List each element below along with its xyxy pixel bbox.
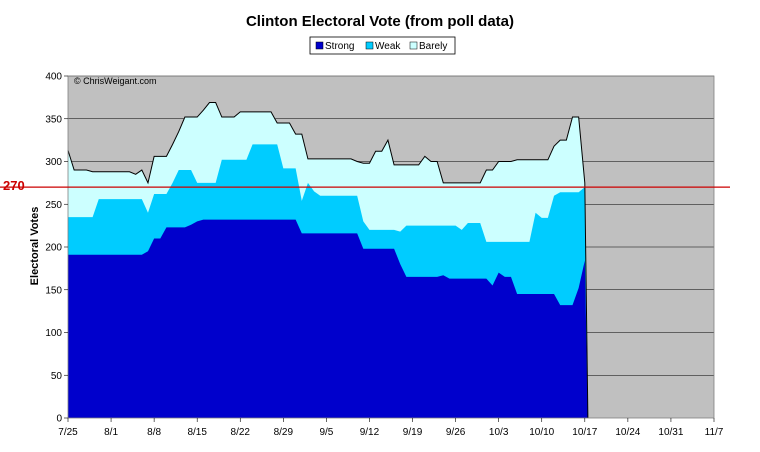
x-tick-label: 9/19 [403, 427, 423, 438]
chart-title: Clinton Electoral Vote (from poll data) [246, 13, 514, 30]
series-outlines [67, 102, 589, 419]
x-tick-label: 10/31 [658, 427, 683, 438]
x-tick-label: 9/12 [360, 427, 380, 438]
legend-label-barely: Barely [419, 41, 447, 52]
x-tick-label: 8/1 [104, 427, 118, 438]
x-tick-label: 11/7 [705, 427, 724, 438]
x-axis-ticks: 7/25 8/1 8/8 8/15 8/22 8/29 9/5 9/12 9/19 9/26 10/… [58, 418, 724, 438]
x-tick-label: 9/26 [446, 427, 466, 438]
stack-outline [67, 102, 589, 419]
legend-swatch-weak [365, 41, 374, 50]
copyright-annotation: © ChrisWeigant.com [74, 76, 157, 86]
reference-line-label: 270 [3, 178, 25, 193]
y-tick-label: 200 [45, 243, 62, 254]
x-tick-label: 8/29 [274, 427, 294, 438]
x-tick-label: 10/24 [615, 427, 640, 438]
legend: Strong Weak Barely [309, 36, 456, 55]
legend-swatch-barely [409, 41, 418, 50]
y-tick-label: 0 [56, 414, 62, 425]
x-tick-label: 10/3 [489, 427, 509, 438]
y-tick-label: 150 [45, 285, 62, 296]
x-tick-label: 9/5 [319, 427, 333, 438]
legend-swatch-strong [315, 41, 324, 50]
legend-label-strong: Strong [325, 41, 354, 52]
y-axis-label: Electoral Votes [29, 207, 41, 286]
y-tick-label: 250 [45, 200, 62, 211]
y-tick-label: 400 [45, 72, 62, 83]
x-tick-label: 8/22 [231, 427, 251, 438]
legend-label-weak: Weak [375, 41, 401, 52]
legend-box [309, 36, 456, 55]
y-tick-label: 100 [45, 328, 62, 339]
x-tick-label: 10/10 [529, 427, 554, 438]
y-tick-label: 350 [45, 114, 62, 125]
area-strong [68, 219, 588, 418]
x-tick-label: 7/25 [58, 427, 78, 438]
series-areas [68, 102, 588, 418]
y-axis-ticks: 0 50 100 150 200 250 300 350 400 [45, 72, 68, 425]
y-tick-label: 50 [51, 371, 63, 382]
x-tick-label: 10/17 [572, 427, 597, 438]
y-tick-label: 300 [45, 157, 62, 168]
x-tick-label: 8/8 [147, 427, 161, 438]
x-tick-label: 8/15 [187, 427, 207, 438]
